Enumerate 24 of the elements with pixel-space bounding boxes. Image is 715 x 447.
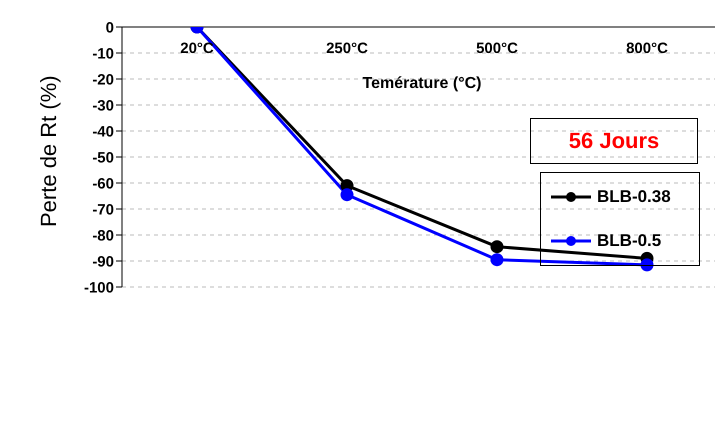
y-tick-label: -30 xyxy=(92,97,114,114)
legend-label: BLB-0.5 xyxy=(596,231,662,251)
y-tick-label: -90 xyxy=(92,253,114,270)
y-tick-label: -20 xyxy=(92,71,114,88)
point xyxy=(490,253,504,266)
x-tick-label: 500°C xyxy=(476,40,518,57)
y-tick-label: -60 xyxy=(92,175,114,192)
x-axis-title: Temérature (°C) xyxy=(361,75,482,93)
y-tick-label: 0 xyxy=(106,19,114,36)
y-tick-label: -10 xyxy=(92,45,114,62)
y-tick-label: -50 xyxy=(92,149,114,166)
y-tick-label: -100 xyxy=(84,279,114,296)
point xyxy=(640,258,654,272)
y-tick-label: -70 xyxy=(92,201,114,218)
legend-label: BLB-0.38 xyxy=(596,187,672,207)
point xyxy=(340,188,354,202)
x-tick-label: 800°C xyxy=(626,40,668,57)
y-tick-label: -40 xyxy=(92,123,114,140)
y-axis-title: Perte de Rt (%) xyxy=(36,75,61,227)
x-tick-label: 20°C xyxy=(180,40,214,57)
point xyxy=(490,240,504,254)
y-tick-label: -80 xyxy=(92,227,114,244)
x-tick-label: 250°C xyxy=(326,40,368,57)
annotation: 56 Jours xyxy=(530,118,698,164)
